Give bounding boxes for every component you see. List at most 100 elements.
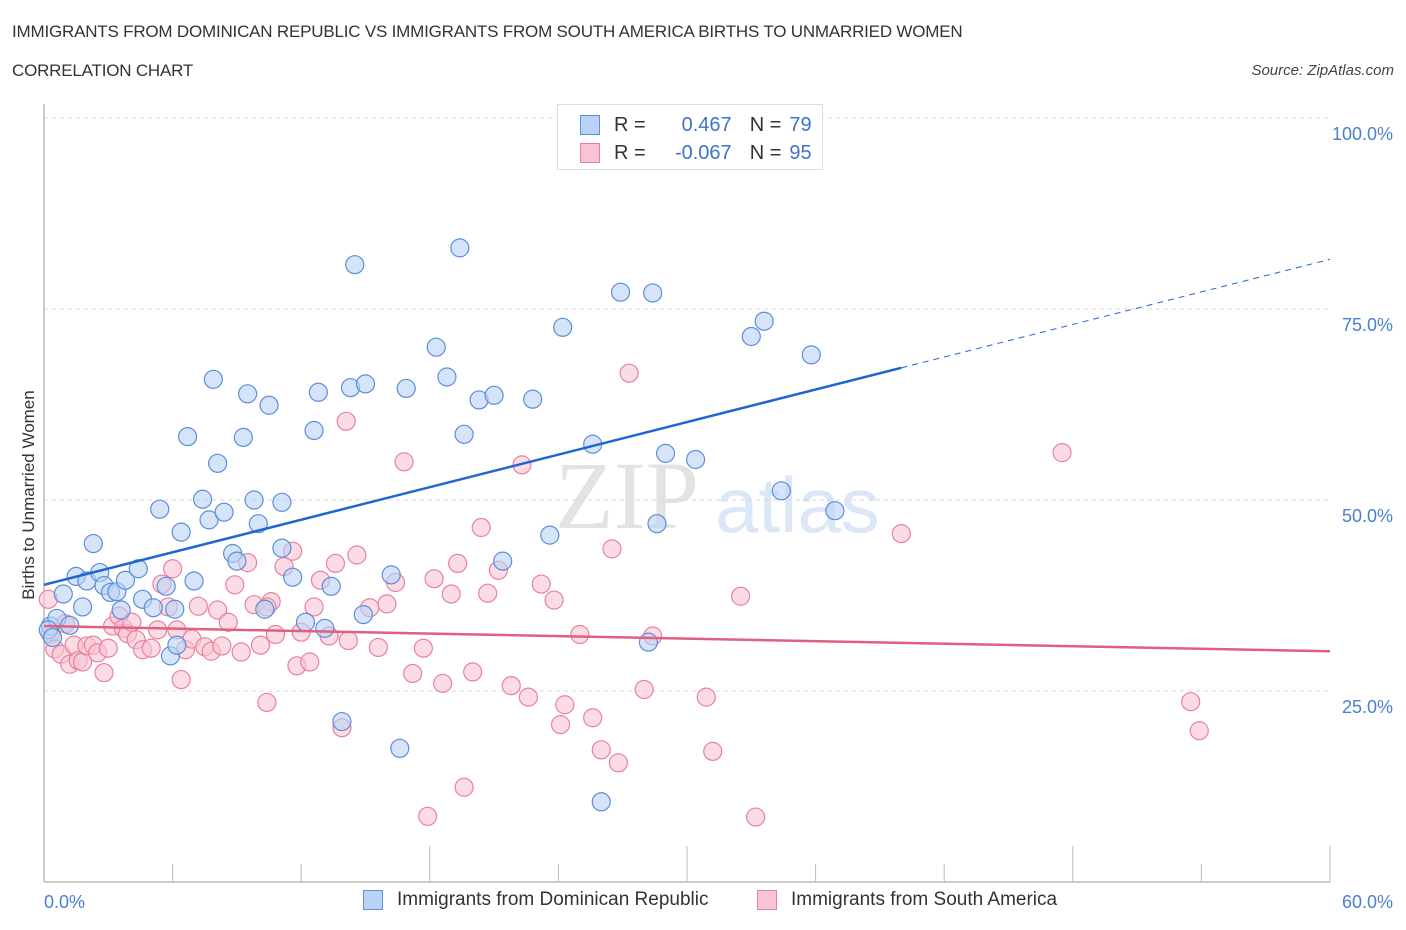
gridlines	[44, 117, 1330, 692]
south-america-point	[141, 638, 161, 658]
y-tick-labels: 100.0% 75.0% 50.0% 25.0%	[1332, 124, 1393, 717]
y-axis-label: Births to Unmarried Women	[19, 390, 38, 599]
dominican-republic-point	[295, 612, 316, 632]
dominican-republic-point	[321, 576, 341, 596]
south-america-point	[471, 517, 491, 538]
south-america-point	[730, 586, 751, 606]
dominican-republic-point	[184, 571, 204, 591]
series-south-america-points	[38, 363, 1209, 827]
dominican-republic-point	[214, 502, 234, 522]
dominican-republic-point	[540, 525, 560, 545]
south-america-point	[413, 638, 433, 658]
dominican-republic-point	[345, 255, 365, 275]
south-america-point	[433, 673, 453, 693]
dominican-republic-point	[272, 538, 292, 558]
south-america-point	[634, 679, 654, 700]
dominican-republic-point	[426, 337, 446, 357]
south-america-point	[570, 624, 590, 645]
south-america-point	[336, 411, 356, 431]
south-america-point	[591, 740, 611, 760]
blue-swatch-icon	[363, 890, 383, 910]
dominican-republic-point	[255, 599, 275, 619]
dominican-republic-point	[315, 618, 335, 638]
south-america-point	[544, 590, 564, 610]
dominican-republic-point	[227, 551, 247, 571]
south-america-point	[478, 583, 498, 603]
south-america-point	[347, 545, 367, 565]
south-america-point	[745, 807, 766, 827]
south-america-point	[531, 574, 551, 594]
south-america-point	[338, 630, 358, 651]
dominican-republic-point	[42, 627, 63, 648]
south-america-point	[1189, 721, 1209, 741]
dominican-republic-point	[199, 510, 219, 530]
dominican-republic-point	[437, 367, 457, 387]
dominican-republic-point	[203, 369, 223, 389]
dominican-republic-point	[283, 567, 303, 587]
series-dominican-republic-points	[38, 238, 845, 812]
south-america-point	[171, 669, 191, 690]
south-america-point	[608, 753, 629, 773]
dominican-republic-point	[233, 427, 253, 447]
dominican-republic-point	[655, 443, 676, 463]
south-america-point	[212, 636, 232, 656]
dominican-republic-point	[353, 604, 373, 625]
dominican-republic-point	[610, 282, 631, 302]
r-label: R =	[614, 113, 646, 136]
dominican-republic-point	[111, 600, 131, 620]
south-america-point	[424, 569, 444, 589]
legend-label: Immigrants from Dominican Republic	[397, 889, 709, 910]
watermark-zip: ZIP	[555, 442, 699, 549]
watermark-atlas: atlas	[715, 461, 880, 549]
south-america-point	[325, 553, 346, 574]
south-america-point	[555, 695, 575, 715]
dominican-trend-extension	[901, 258, 1331, 369]
dominican-republic-point	[801, 345, 821, 365]
dominican-republic-point	[143, 598, 163, 618]
r-value: -0.067	[674, 141, 732, 164]
south-america-point	[231, 642, 251, 662]
dominican-republic-point	[165, 599, 185, 619]
south-america-point	[163, 559, 183, 579]
dominican-republic-point	[178, 426, 198, 447]
south-america-point	[394, 452, 414, 472]
south-america-trend-line	[43, 624, 1331, 653]
dominican-republic-point	[685, 449, 706, 470]
south-america-point	[98, 638, 118, 658]
dominican-republic-point	[825, 501, 845, 521]
south-america-point	[300, 652, 320, 672]
r-value: 0.467	[681, 113, 732, 136]
dominican-republic-point	[647, 514, 667, 534]
south-america-point	[403, 663, 423, 684]
south-america-point	[501, 676, 521, 696]
south-america-point	[1181, 692, 1201, 712]
dominican-republic-point	[150, 499, 170, 519]
pink-swatch-icon	[580, 143, 600, 163]
south-america-point	[1052, 443, 1072, 463]
y-tick-label: 100.0%	[1332, 124, 1393, 144]
legend-item-dominican[interactable]: Immigrants from Dominican Republic	[363, 889, 709, 911]
south-america-point	[265, 624, 286, 645]
legend-item-south-america[interactable]: Immigrants from South America	[757, 889, 1057, 911]
dominican-republic-point	[304, 420, 324, 441]
n-label: N =	[749, 113, 782, 136]
dominican-republic-point	[591, 792, 611, 812]
chart-subtitle: CORRELATION CHART	[12, 61, 194, 80]
dominican-republic-point	[167, 635, 187, 655]
south-america-point	[602, 539, 622, 559]
dominican-republic-point	[484, 385, 504, 405]
stats-row-dominican: R = 0.467 N = 79	[580, 113, 812, 137]
south-america-point	[304, 597, 324, 617]
south-america-point	[418, 806, 438, 826]
dominican-republic-point	[156, 576, 176, 596]
south-america-point	[441, 584, 461, 604]
south-america-point	[147, 620, 168, 640]
dominican-republic-point	[115, 570, 136, 590]
blue-swatch-icon	[580, 115, 600, 135]
dominican-republic-point	[193, 489, 213, 509]
dominican-republic-point	[259, 395, 279, 415]
legend-label: Immigrants from South America	[791, 889, 1058, 910]
south-america-point	[257, 692, 277, 713]
stats-row-south-america: R = -0.067 N = 95	[580, 141, 812, 165]
pink-swatch-icon	[757, 890, 777, 910]
